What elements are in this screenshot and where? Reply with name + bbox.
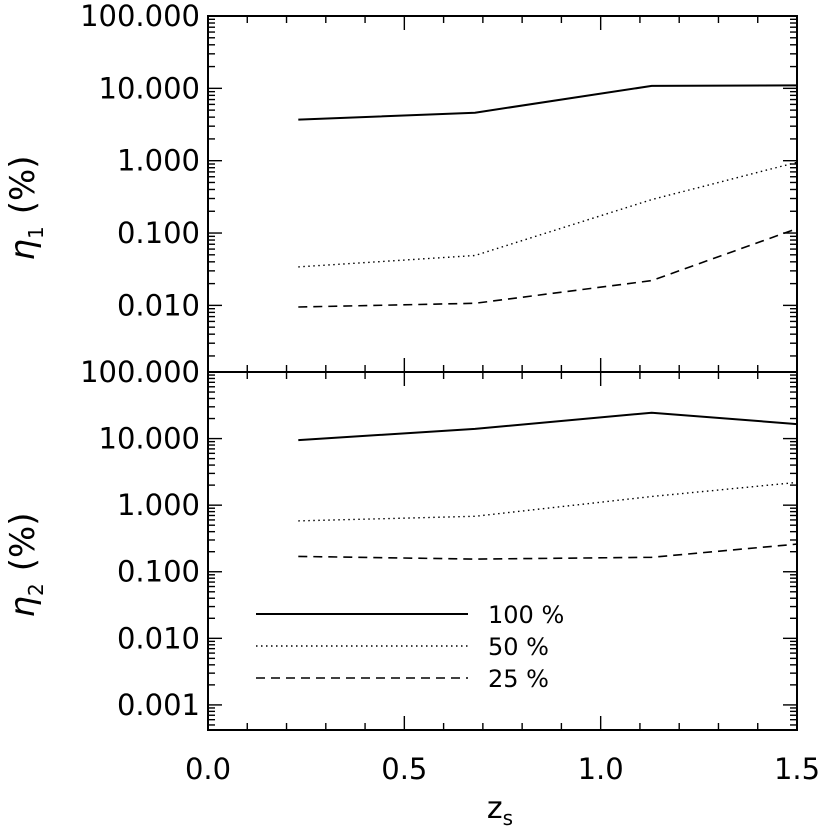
bottom-panel: 100.000 10.000 1.000 0.100 0.010 0.001 η2 (%) (3, 355, 798, 731)
bottom-ytick-label: 0.001 (117, 688, 200, 722)
x-axis: 0.0 0.5 1.0 1.5 zs (185, 752, 820, 830)
top-ytick-label: 100.000 (80, 0, 200, 33)
bottom-plot-frame (207, 371, 798, 731)
bottom-series-solid (298, 411, 798, 442)
top-plot-frame (207, 15, 798, 373)
bottom-ylabel-subscript: 2 (24, 583, 48, 596)
bottom-ytick-label: 100.000 (80, 355, 200, 389)
xtick-label: 0.0 (185, 752, 231, 786)
bottom-series-dashed (298, 543, 798, 560)
legend: 100 % 50 % 25 % (256, 601, 564, 693)
bottom-ytick-label: 0.010 (117, 621, 200, 655)
top-ylabel-subscript: 1 (24, 226, 48, 239)
xtick-label: 1.5 (774, 752, 820, 786)
top-series-dotted (298, 161, 798, 268)
xlabel-subscript: s (503, 806, 513, 830)
top-ylabel-symbol: η (3, 239, 43, 261)
xtick-label: 0.5 (381, 752, 427, 786)
bottom-y-axis-label: η2 (%) (3, 512, 48, 617)
bottom-ytick-label: 10.000 (99, 422, 200, 456)
top-panel: 100.000 10.000 1.000 0.100 0.010 η1 (%) (3, 0, 798, 373)
legend-label: 100 % (488, 601, 564, 629)
x-axis-label: zs (487, 791, 513, 830)
top-y-axis-label: η1 (%) (3, 155, 48, 260)
top-ytick-label: 10.000 (99, 71, 200, 105)
top-ylabel-unit: (%) (3, 155, 43, 214)
legend-label: 25 % (488, 665, 549, 693)
bottom-ylabel-symbol: η (3, 596, 43, 618)
top-series-solid (298, 84, 798, 121)
bottom-ylabel-unit: (%) (3, 512, 43, 571)
bottom-ytick-label: 1.000 (117, 488, 200, 522)
bottom-series-dotted (298, 481, 798, 522)
xtick-label: 1.0 (578, 752, 624, 786)
xlabel-main: z (487, 791, 503, 826)
top-series-dashed (298, 227, 798, 308)
top-ytick-label: 0.010 (117, 288, 200, 322)
bottom-ytick-label: 0.100 (117, 555, 200, 589)
legend-label: 50 % (488, 633, 549, 661)
top-ytick-label: 1.000 (117, 144, 200, 178)
top-ytick-label: 0.100 (117, 216, 200, 250)
